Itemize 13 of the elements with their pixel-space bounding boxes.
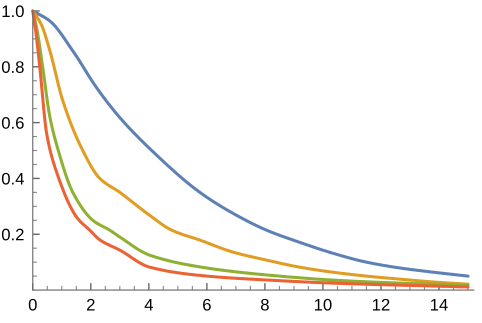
- x-tick-label: 8: [260, 298, 269, 311]
- y-tick-label: 0.2: [2, 228, 24, 240]
- x-tick-label: 14: [430, 299, 448, 310]
- y-tick-label: 0.4: [2, 172, 24, 185]
- x-tick-label: 4: [144, 299, 153, 310]
- x-tick-label: 12: [372, 298, 390, 310]
- x-tick-label: 6: [203, 298, 211, 311]
- y-tick-label: 0.6: [2, 117, 24, 129]
- y-tick-label: 1.0: [2, 5, 24, 18]
- x-tick-label: 0: [28, 298, 37, 311]
- y-tick-label: 0.8: [2, 61, 24, 73]
- x-tick-label: 2: [87, 298, 95, 310]
- x-tick-label: 10: [314, 298, 332, 311]
